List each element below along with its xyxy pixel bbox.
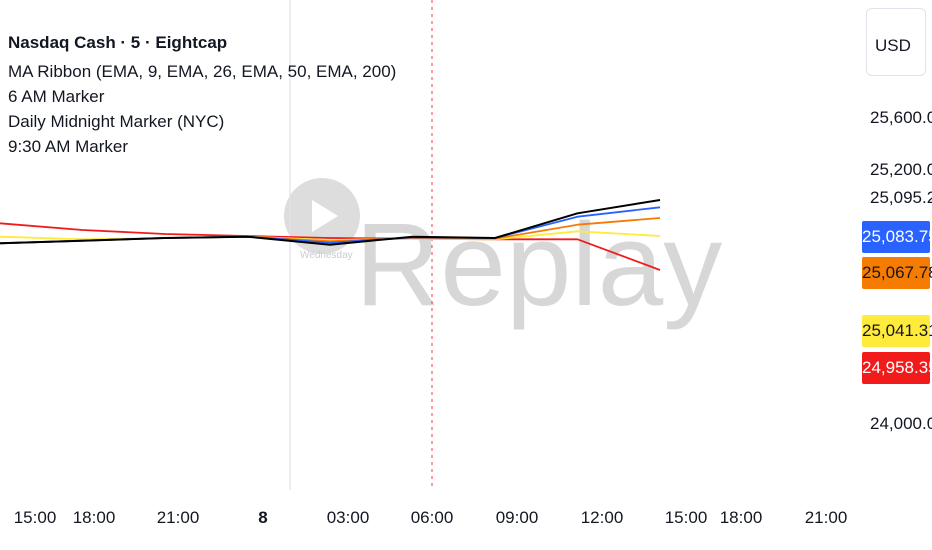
watermark-day-label: Wednesday xyxy=(300,250,353,261)
time-tick-label: 18:00 xyxy=(72,508,116,527)
price-tick-label: 24,000.00 xyxy=(870,414,932,433)
series-layer xyxy=(0,199,661,271)
play-icon xyxy=(312,200,338,232)
currency-button[interactable]: USD xyxy=(866,8,926,76)
indicator-ma-ribbon[interactable]: MA Ribbon (EMA, 9, EMA, 26, EMA, 50, EMA… xyxy=(8,62,397,81)
replay-watermark-text: Replay xyxy=(355,199,722,331)
time-tick-label: 18:00 xyxy=(719,508,763,527)
ema26-price-tag: 25,067.78 xyxy=(862,257,932,289)
chart-legend: Nasdaq Cash · 5 · Eightcap MA Ribbon (EM… xyxy=(8,30,396,159)
indicator-930-marker[interactable]: 9:30 AM Marker xyxy=(8,137,128,156)
time-tick-label: 21:00 xyxy=(804,508,848,527)
indicator-six-am-marker[interactable]: 6 AM Marker xyxy=(8,87,105,106)
time-tick-label: 12:00 xyxy=(580,508,624,527)
time-tick-label-day: 8 xyxy=(258,508,268,527)
last-price-label: 25,095.24 xyxy=(870,188,932,207)
time-tick-label: 06:00 xyxy=(410,508,454,527)
time-axis[interactable]: 15:00 18:00 21:00 8 03:00 06:00 09:00 12… xyxy=(0,490,860,550)
ema200-price-tag: 24,958.35 xyxy=(862,352,932,384)
replay-watermark: Replay Wednesday xyxy=(284,178,722,331)
time-tick-label: 09:00 xyxy=(495,508,539,527)
ema50-price-tag: 25,041.31 xyxy=(862,315,932,347)
time-tick-label: 03:00 xyxy=(326,508,370,527)
symbol-title[interactable]: Nasdaq Cash · 5 · Eightcap xyxy=(8,33,228,52)
price-tick-label: 25,600.00 xyxy=(870,108,932,127)
price-tick-label: 25,200.00 xyxy=(870,160,932,179)
time-tick-label: 15:00 xyxy=(13,508,57,527)
price-chart[interactable]: Replay Wednesday xyxy=(0,0,860,490)
indicator-midnight-marker[interactable]: Daily Midnight Marker (NYC) xyxy=(8,112,225,131)
chart-area[interactable]: Replay Wednesday xyxy=(0,0,860,490)
ema9-price-tag: 25,083.75 xyxy=(862,221,932,253)
time-tick-label: 21:00 xyxy=(156,508,200,527)
time-tick-label: 15:00 xyxy=(664,508,708,527)
